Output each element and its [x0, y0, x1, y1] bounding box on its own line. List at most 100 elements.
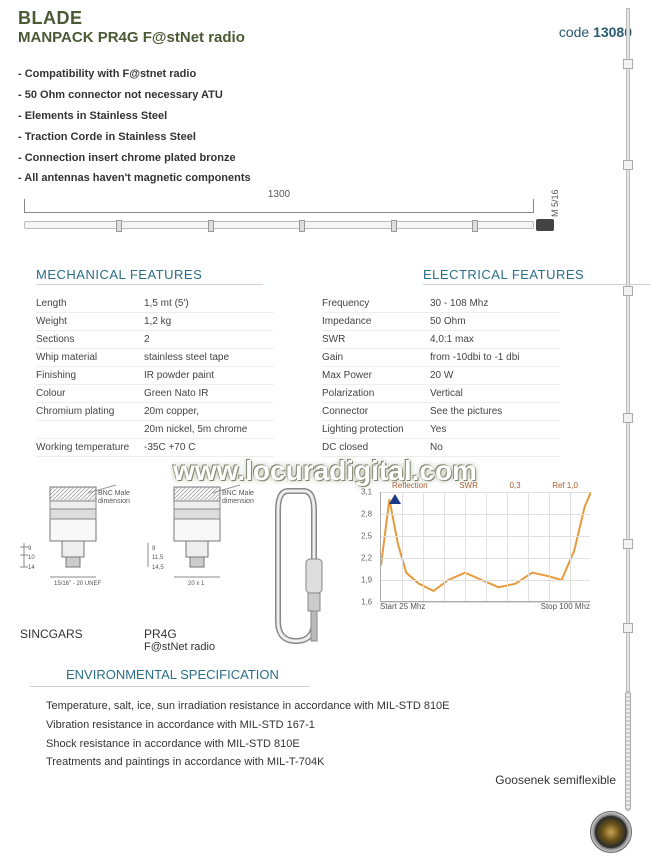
- spec-value: 4,0:1 max: [430, 331, 560, 349]
- swr-chart: ReflectionSWR0,3Ref 1,0 3,12,82,52,21,91…: [362, 481, 582, 653]
- title-line-1: BLADE: [18, 8, 245, 29]
- chart-area: 3,12,82,52,21,91,6: [380, 492, 590, 602]
- title-line-2: MANPACK PR4G F@stNet radio: [18, 29, 245, 46]
- chart-top-label: 0,3: [509, 481, 520, 490]
- elec-table: Frequency30 - 108 MhzImpedance50 OhmSWR4…: [322, 295, 560, 457]
- chart-ytick: 1,9: [361, 576, 372, 585]
- chart-ytick: 2,5: [361, 532, 372, 541]
- spec-key: SWR: [322, 331, 430, 349]
- bullet-item: - Connection insert chrome plated bronze: [18, 148, 650, 169]
- spec-value: from -10dbi to -1 dbi: [430, 349, 560, 367]
- sincgars-caption: SINCGARS: [20, 627, 130, 641]
- spec-key: Frequency: [322, 295, 430, 313]
- cable-loop-icon: [268, 481, 338, 651]
- feature-headings: MECHANICAL FEATURES ELECTRICAL FEATURES: [0, 255, 650, 291]
- table-row: Impedance50 Ohm: [322, 313, 560, 331]
- dimension-thread: M 5/16: [550, 190, 560, 218]
- title-block: BLADE MANPACK PR4G F@stNet radio: [18, 8, 245, 46]
- chart-x-start: Start 25 Mhz: [380, 602, 425, 611]
- table-row: 20m nickel, 5m chrome: [36, 421, 274, 439]
- table-row: Weight1,2 kg: [36, 313, 274, 331]
- chart-ytick: 1,6: [361, 598, 372, 607]
- table-row: Working temperature-35C +70 C: [36, 439, 274, 457]
- svg-text:15/16" - 20 UNEF: 15/16" - 20 UNEF: [54, 581, 101, 587]
- svg-text:BNC Male: BNC Male: [222, 490, 254, 497]
- spec-value: Green Nato IR: [144, 385, 274, 403]
- spec-key: Chromium plating: [36, 403, 144, 421]
- table-row: Gainfrom -10dbi to -1 dbi: [322, 349, 560, 367]
- spec-key: Length: [36, 295, 144, 313]
- spec-value: stainless steel tape: [144, 349, 274, 367]
- svg-text:BNC Male: BNC Male: [98, 490, 130, 497]
- spec-value: 50 Ohm: [430, 313, 560, 331]
- spec-key: [36, 421, 144, 439]
- svg-text:14: 14: [28, 565, 35, 571]
- table-row: Whip materialstainless steel tape: [36, 349, 274, 367]
- spec-key: Whip material: [36, 349, 144, 367]
- elec-heading: ELECTRICAL FEATURES: [423, 267, 650, 285]
- dim-text: 9: [28, 546, 32, 552]
- spec-key: Connector: [322, 403, 430, 421]
- table-row: Lighting protectionYes: [322, 421, 560, 439]
- pr4g-sub: F@stNet radio: [144, 641, 254, 653]
- spec-key: Impedance: [322, 313, 430, 331]
- mid-figures-row: 9 10 14 15/16" - 20 UNEF BNC Male dimens…: [0, 457, 650, 653]
- vertical-antenna-figure: [618, 8, 638, 851]
- chart-top-label: Reflection: [392, 481, 428, 490]
- spec-value: Yes: [430, 421, 560, 439]
- spec-value: IR powder paint: [144, 367, 274, 385]
- spec-key: Sections: [36, 331, 144, 349]
- env-lines: Temperature, salt, ice, sun irradiation …: [0, 687, 650, 772]
- env-line: Shock resistance in accordance with MIL-…: [46, 735, 650, 754]
- mech-table: Length1,5 mt (5')Weight1,2 kgSections2Wh…: [36, 295, 274, 457]
- pr4g-caption: PR4G: [144, 627, 254, 641]
- sincgars-drawing-icon: 9 10 14 15/16" - 20 UNEF BNC Male dimens…: [20, 481, 130, 621]
- svg-text:20 x 1: 20 x 1: [188, 581, 205, 587]
- bullet-item: - Traction Corde in Stainless Steel: [18, 127, 650, 148]
- spec-key: Gain: [322, 349, 430, 367]
- table-row: ColourGreen Nato IR: [36, 385, 274, 403]
- table-row: PolarizationVertical: [322, 385, 560, 403]
- spec-tables: Length1,5 mt (5')Weight1,2 kgSections2Wh…: [0, 291, 650, 457]
- bullet-item: - All antennas haven't magnetic componen…: [18, 168, 650, 189]
- dimension-length: 1300: [268, 189, 290, 200]
- spec-value: 2: [144, 331, 274, 349]
- spec-value: -35C +70 C: [144, 439, 274, 457]
- spec-value: 1,5 mt (5'): [144, 295, 274, 313]
- table-row: Chromium plating20m copper,: [36, 403, 274, 421]
- spec-value: See the pictures: [430, 403, 560, 421]
- pr4g-drawing-icon: 9 11,5 14,5 20 x 1 BNC Male dimensions: [144, 481, 254, 621]
- goosenek-label: Goosenek semiflexible: [495, 773, 616, 787]
- chart-top-label: Ref 1,0: [552, 481, 578, 490]
- connector-photo-icon: [590, 811, 632, 853]
- svg-text:14,5: 14,5: [152, 565, 164, 571]
- spec-key: Weight: [36, 313, 144, 331]
- table-row: Max Power20 W: [322, 367, 560, 385]
- spec-key: Max Power: [322, 367, 430, 385]
- table-row: Length1,5 mt (5'): [36, 295, 274, 313]
- dimension-line: 1300: [24, 199, 534, 213]
- spec-key: Lighting protection: [322, 421, 430, 439]
- table-row: ConnectorSee the pictures: [322, 403, 560, 421]
- spec-key: Finishing: [36, 367, 144, 385]
- spec-value: 20 W: [430, 367, 560, 385]
- table-row: Frequency30 - 108 Mhz: [322, 295, 560, 313]
- spec-key: Working temperature: [36, 439, 144, 457]
- code-label: code: [559, 24, 589, 40]
- chart-ytick: 2,8: [361, 510, 372, 519]
- mech-heading: MECHANICAL FEATURES: [36, 267, 263, 285]
- svg-text:dimensions: dimensions: [222, 498, 254, 505]
- horizontal-dimension-diagram: 1300 M 5/16: [24, 199, 554, 255]
- chart-ytick: 2,2: [361, 554, 372, 563]
- spec-value: Vertical: [430, 385, 560, 403]
- chart-x-stop: Stop 100 Mhz: [541, 602, 590, 611]
- spec-value: No: [430, 439, 560, 457]
- spec-key: DC closed: [322, 439, 430, 457]
- svg-text:11,5: 11,5: [152, 555, 164, 561]
- env-line: Vibration resistance in accordance with …: [46, 716, 650, 735]
- svg-text:9: 9: [152, 546, 156, 552]
- svg-text:10: 10: [28, 555, 35, 561]
- bullet-item: - Elements in Stainless Steel: [18, 106, 650, 127]
- env-line: Temperature, salt, ice, sun irradiation …: [46, 697, 650, 716]
- table-row: DC closedNo: [322, 439, 560, 457]
